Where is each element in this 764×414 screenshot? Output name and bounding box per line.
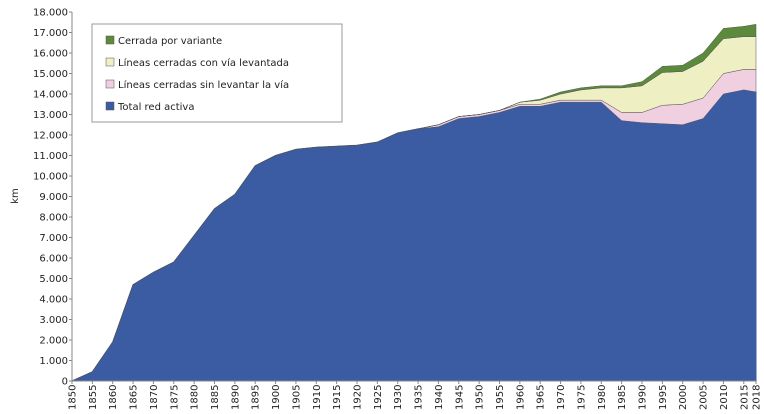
legend-swatch bbox=[105, 101, 115, 111]
x-tick-label: 1935 bbox=[414, 385, 425, 410]
x-tick-label: 1945 bbox=[454, 385, 465, 410]
y-tick-label: 16.000 bbox=[33, 49, 68, 60]
x-tick-label: 2005 bbox=[699, 385, 710, 410]
area bbox=[71, 24, 757, 382]
x-tick-label: 1885 bbox=[210, 385, 221, 410]
x-tick-label: 1910 bbox=[312, 385, 323, 410]
x-tick-label: 1895 bbox=[251, 385, 262, 410]
y-tick-label: 9.000 bbox=[39, 192, 68, 203]
x-tick-label: 1970 bbox=[556, 385, 567, 410]
y-tick-label: 15.000 bbox=[33, 69, 68, 80]
legend-label: Líneas cerradas con vía levantada bbox=[118, 57, 289, 69]
y-tick-label: 18.000 bbox=[33, 8, 68, 19]
y-tick-label: 13.000 bbox=[33, 110, 68, 121]
x-tick-label: 1950 bbox=[475, 385, 486, 410]
y-axis-label: km bbox=[10, 188, 21, 204]
y-tick-label: 1.000 bbox=[39, 356, 68, 367]
x-tick-label: 1890 bbox=[230, 385, 241, 410]
x-tick-label: 1940 bbox=[434, 385, 445, 410]
x-tick-label: 1985 bbox=[617, 385, 628, 410]
x-tick-label: 2000 bbox=[678, 385, 689, 410]
x-tick-label: 1960 bbox=[515, 385, 526, 410]
x-tick-label: 1930 bbox=[393, 385, 404, 410]
y-tick-label: 2.000 bbox=[39, 336, 68, 347]
y-tick-label: 12.000 bbox=[33, 131, 68, 142]
x-tick-label: 1875 bbox=[169, 385, 180, 410]
x-tick-label: 1860 bbox=[108, 385, 119, 410]
y-tick-label: 17.000 bbox=[33, 28, 68, 39]
y-tick-label: 10.000 bbox=[33, 172, 68, 183]
x-tick-label: 1905 bbox=[291, 385, 302, 410]
x-tick-label: 1855 bbox=[88, 385, 99, 410]
x-tick-label: 1915 bbox=[332, 385, 343, 410]
x-tick-label: 2010 bbox=[719, 385, 730, 410]
legend-box bbox=[91, 23, 343, 123]
y-tick-label: 7.000 bbox=[39, 233, 68, 244]
legend-label: Total red activa bbox=[117, 102, 194, 113]
x-tick-label: 2018 bbox=[752, 385, 763, 410]
x-tick-label: 1995 bbox=[658, 385, 669, 410]
y-tick-label: 6.000 bbox=[39, 254, 68, 265]
x-tick-label: 1865 bbox=[129, 385, 140, 410]
area bbox=[71, 89, 757, 382]
y-tick-label: 14.000 bbox=[33, 90, 68, 101]
legend-swatch bbox=[105, 57, 115, 67]
x-tick-label: 1880 bbox=[190, 385, 201, 410]
x-tick-label: 1920 bbox=[353, 385, 364, 410]
x-tick-label: 1965 bbox=[536, 385, 547, 410]
y-tick-label: 3.000 bbox=[39, 315, 68, 326]
legend-swatch bbox=[105, 35, 115, 45]
x-tick-label: 1990 bbox=[638, 385, 649, 410]
y-tick-label: 11.000 bbox=[33, 151, 68, 162]
x-tick-label: 1925 bbox=[373, 385, 384, 410]
legend-label: Líneas cerradas sin levantar la vía bbox=[118, 79, 289, 91]
y-tick-label: 5.000 bbox=[39, 274, 68, 285]
x-tick-label: 1955 bbox=[495, 385, 506, 410]
x-tick-label: 1975 bbox=[576, 385, 587, 410]
x-tick-label: 2015 bbox=[739, 385, 750, 410]
x-tick-label: 1870 bbox=[149, 385, 160, 410]
y-tick-label: 0 bbox=[62, 377, 68, 388]
legend-label: Cerrada por variante bbox=[118, 36, 222, 47]
legend-swatch bbox=[105, 79, 115, 89]
y-tick-label: 8.000 bbox=[39, 213, 68, 224]
x-tick-label: 1980 bbox=[597, 385, 608, 410]
x-tick-label: 1900 bbox=[271, 385, 282, 410]
x-tick-label: 1850 bbox=[68, 385, 79, 410]
y-tick-label: 4.000 bbox=[39, 295, 68, 306]
